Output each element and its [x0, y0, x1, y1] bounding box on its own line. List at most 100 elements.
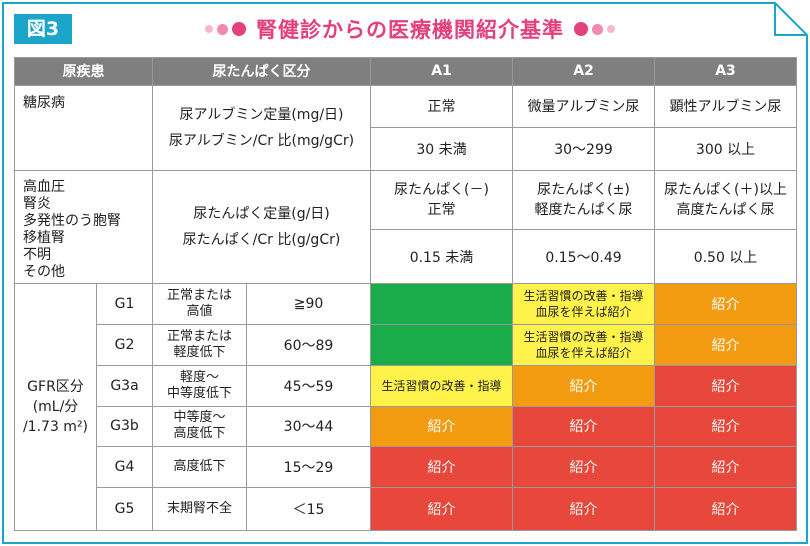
diabetes-a3-value: 300 以上 — [654, 127, 797, 172]
other-a3-value: 0.50 以上 — [654, 228, 797, 285]
risk-cell-yellow: 生活習慣の改善・指導 — [370, 364, 513, 407]
gfr-grade: G3b — [96, 405, 153, 448]
risk-cell-yellow: 生活習慣の改善・指導 血尿を伴えば紹介 — [512, 324, 655, 366]
risk-cell-orange: 紹介 — [654, 324, 797, 366]
gfr-row-g5: G5 末期腎不全 ＜15 紹介 紹介 紹介 — [15, 487, 797, 531]
disease-name: 高血圧 — [23, 179, 65, 196]
gfr-desc: 末期腎不全 — [152, 487, 247, 531]
gfr-row-g2: G2 正常または 軽度低下 60～89 生活習慣の改善・指導 血尿を伴えば紹介 … — [15, 324, 797, 366]
gfr-label: GFR区分 (mL/分 /1.73 m²) — [14, 283, 97, 531]
diabetes-label: 糖尿病 — [14, 84, 153, 172]
risk-cell-green — [370, 283, 513, 326]
other-a1-value: 0.15 未満 — [370, 228, 513, 285]
diabetes-row-2: 30 未満 30～299 300 以上 — [15, 127, 797, 172]
title-bar: 腎健診からの医療機関紹介基準 — [170, 12, 650, 46]
gfr-label-line: GFR区分 — [27, 379, 84, 396]
disease-name: 移植腎 — [23, 230, 65, 247]
other-a2-value: 0.15～0.49 — [512, 228, 655, 285]
gfr-grade: G3a — [96, 364, 153, 407]
decor-dot-icon — [607, 25, 615, 33]
cell-line: 軽度～ — [179, 369, 219, 385]
cell-line: 尿たんぱく(＋)以上 — [664, 181, 787, 198]
gfr-grade: G4 — [96, 446, 153, 489]
measure-line: 尿たんぱく定量(g/日) — [193, 206, 330, 223]
gfr-label-line: /1.73 m²) — [22, 419, 89, 436]
diabetes-a2-value: 30～299 — [512, 127, 655, 172]
gfr-range: 60～89 — [246, 324, 371, 366]
risk-cell-red: 紹介 — [512, 446, 655, 489]
decor-dot-icon — [592, 23, 603, 35]
diabetes-a3-text: 顕性アルブミン尿 — [654, 84, 797, 129]
disease-name: 不明 — [23, 247, 51, 264]
gfr-grade: G5 — [96, 487, 153, 531]
disease-name: 腎炎 — [23, 196, 51, 213]
other-a3-text: 尿たんぱく(＋)以上 高度たんぱく尿 — [654, 170, 797, 230]
figure-title: 腎健診からの医療機関紹介基準 — [256, 18, 564, 42]
diabetes-a1-value: 30 未満 — [370, 127, 513, 172]
cell-line: 軽度低下 — [173, 344, 226, 360]
cell-line: 尿たんぱく(－) — [394, 181, 489, 198]
cell-line: 中等度～ — [173, 410, 226, 426]
cell-line: 高度たんぱく尿 — [676, 201, 775, 218]
header-disease: 原疾患 — [14, 57, 153, 86]
disease-name: 糖尿病 — [23, 94, 65, 111]
cell-line: 高度低下 — [173, 426, 226, 442]
risk-cell-orange: 紹介 — [512, 364, 655, 407]
measure-line: 尿たんぱく/Cr 比(g/gCr) — [182, 232, 341, 249]
gfr-desc: 中等度～ 高度低下 — [152, 405, 247, 448]
risk-cell-red: 紹介 — [370, 487, 513, 531]
risk-cell-red: 紹介 — [512, 405, 655, 448]
other-a1-text: 尿たんぱく(－) 正常 — [370, 170, 513, 230]
figure-label: 図3 — [14, 14, 72, 44]
gfr-desc: 高度低下 — [152, 446, 247, 489]
gfr-grade: G2 — [96, 324, 153, 366]
gfr-row-g3a: G3a 軽度～ 中等度低下 45～59 生活習慣の改善・指導 紹介 紹介 — [15, 364, 797, 407]
disease-name: その他 — [23, 264, 65, 281]
header-protein-category: 尿たんぱく区分 — [152, 57, 371, 86]
other-diseases: 高血圧 腎炎 多発性のう胞腎 移植腎 不明 その他 — [14, 170, 153, 285]
decor-dot-icon — [232, 22, 246, 36]
decor-dot-icon — [205, 25, 213, 33]
header-a3: A3 — [654, 57, 797, 86]
gfr-range: ＜15 — [246, 487, 371, 531]
risk-cell-red: 紹介 — [654, 487, 797, 531]
decor-dot-icon — [574, 22, 588, 36]
cell-line: 生活習慣の改善・指導 — [523, 289, 644, 304]
cell-line: 中等度低下 — [166, 385, 232, 401]
gfr-desc: 軽度～ 中等度低下 — [152, 364, 247, 407]
gfr-desc: 正常または 軽度低下 — [152, 324, 247, 366]
referral-criteria-table: 原疾患 尿たんぱく区分 A1 A2 A3 糖尿病 尿アルブミン定量(mg/日) … — [14, 57, 797, 531]
other-row-1: 高血圧 腎炎 多発性のう胞腎 移植腎 不明 その他 尿たんぱく定量(g/日) 尿… — [14, 170, 797, 285]
diabetes-row-1: 糖尿病 尿アルブミン定量(mg/日) 尿アルブミン/Cr 比(mg/gCr) 正… — [14, 84, 797, 172]
gfr-desc: 正常または 高値 — [152, 283, 247, 326]
gfr-row-g3b: G3b 中等度～ 高度低下 30～44 紹介 紹介 紹介 — [15, 405, 797, 448]
cell-line: 生活習慣の改善・指導 — [523, 329, 644, 344]
measure-line: 尿アルブミン/Cr 比(mg/gCr) — [168, 132, 355, 149]
cell-line: 正常 — [427, 201, 456, 218]
other-a2-text: 尿たんぱく(±) 軽度たんぱく尿 — [512, 170, 655, 230]
gfr-row-g1: GFR区分 (mL/分 /1.73 m²) G1 正常または 高値 ≧90 生活… — [14, 283, 797, 531]
diabetes-a1-text: 正常 — [370, 84, 513, 129]
gfr-range: 45～59 — [246, 364, 371, 407]
gfr-label-line: (mL/分 — [32, 399, 79, 416]
risk-cell-green — [370, 324, 513, 366]
risk-cell-red: 紹介 — [654, 405, 797, 448]
other-row-2: 0.15 未満 0.15～0.49 0.50 以上 — [15, 228, 797, 285]
risk-cell-red: 紹介 — [370, 446, 513, 489]
cell-line: 血尿を伴えば紹介 — [535, 305, 632, 320]
gfr-row-g4: G4 高度低下 15～29 紹介 紹介 紹介 — [15, 446, 797, 489]
header-a1: A1 — [370, 57, 513, 86]
header-a2: A2 — [512, 57, 655, 86]
decor-dot-icon — [217, 23, 228, 35]
gfr-range: 15～29 — [246, 446, 371, 489]
table-header-row: 原疾患 尿たんぱく区分 A1 A2 A3 — [14, 57, 797, 86]
disease-name: 多発性のう胞腎 — [23, 213, 121, 230]
other-measure: 尿たんぱく定量(g/日) 尿たんぱく/Cr 比(g/gCr) — [152, 170, 371, 285]
risk-cell-red: 紹介 — [512, 487, 655, 531]
measure-line: 尿アルブミン定量(mg/日) — [179, 106, 344, 123]
risk-cell-yellow: 生活習慣の改善・指導 血尿を伴えば紹介 — [512, 283, 655, 326]
risk-cell-red: 紹介 — [654, 364, 797, 407]
cell-line: 正常または — [166, 328, 232, 344]
